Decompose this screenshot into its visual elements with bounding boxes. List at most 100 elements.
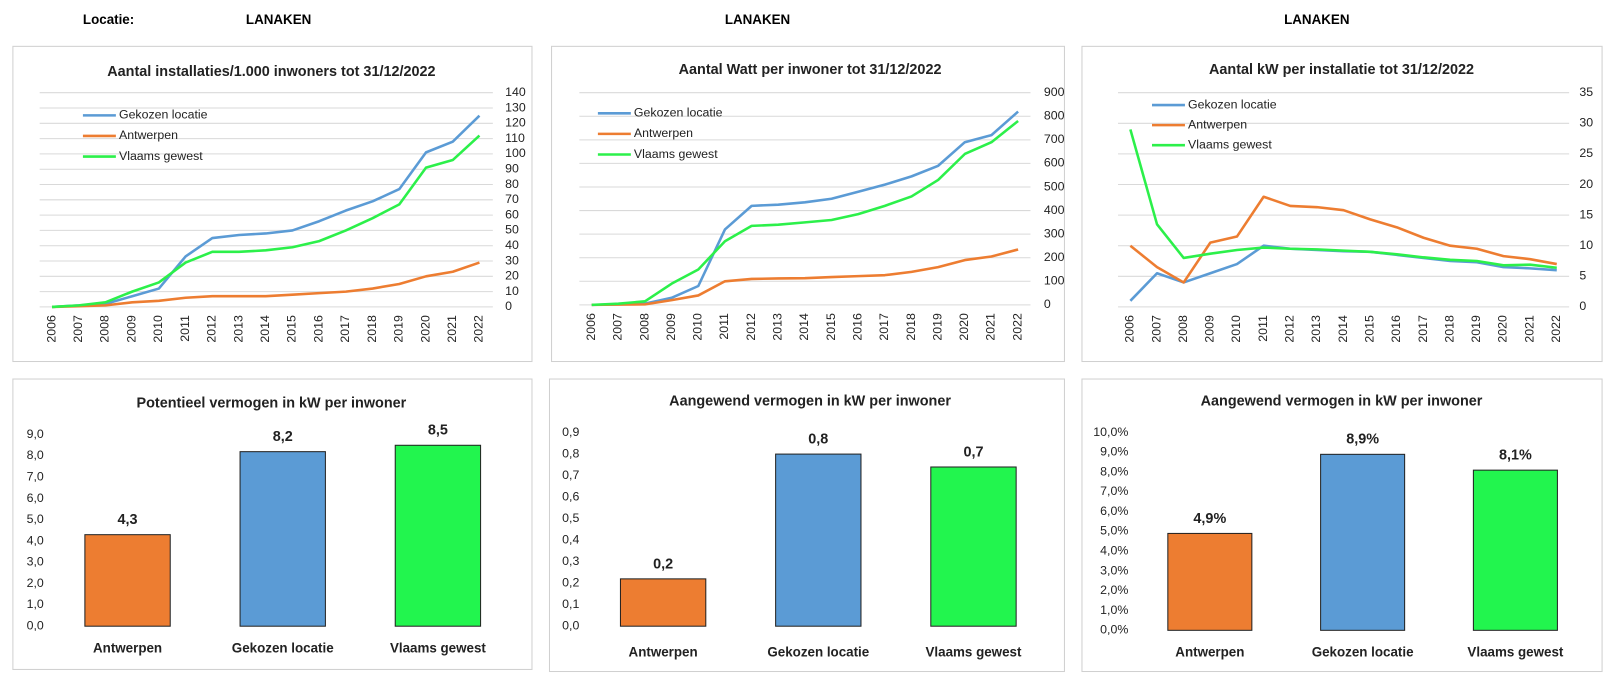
x-tick-label: 2014 (797, 313, 811, 341)
y-tick-label: 6,0% (1100, 504, 1128, 518)
x-tick-label: 2012 (205, 315, 219, 343)
x-tick-label: 2017 (338, 315, 352, 343)
x-tick-label: Vlaams gewest (390, 640, 486, 655)
y-tick-label: 0,9 (562, 425, 579, 439)
x-tick-label: 2022 (1549, 315, 1563, 343)
value-label: 0,8 (808, 431, 828, 447)
bar (1472, 469, 1558, 631)
x-tick-label: 2018 (365, 315, 379, 343)
y-tick-label: 8,0 (27, 448, 44, 462)
y-tick-label: 0,3 (562, 554, 579, 568)
y-tick-label: 25 (1579, 146, 1593, 160)
series-line (51, 114, 481, 309)
location-label: Locatie: (83, 12, 134, 27)
y-tick-label: 3,0% (1100, 563, 1128, 577)
value-label: 8,1% (1499, 448, 1532, 464)
x-tick-label: 2013 (231, 315, 245, 343)
chart-panel (551, 45, 1065, 363)
y-tick-label: 20 (1579, 177, 1593, 191)
bar (1167, 532, 1253, 631)
legend-label: Antwerpen (634, 126, 693, 140)
y-tick-label: 0,0 (562, 618, 579, 632)
y-tick-label: 0 (1579, 299, 1586, 313)
x-tick-label: 2018 (904, 313, 918, 341)
x-tick-label: 2021 (1522, 315, 1536, 343)
x-tick-label: 2019 (930, 313, 944, 341)
value-label: 4,9% (1193, 511, 1226, 527)
x-tick-label: 2015 (285, 315, 299, 343)
y-tick-label: 50 (505, 223, 519, 237)
x-tick-label: 2011 (1256, 315, 1270, 342)
y-tick-label: 0,0% (1100, 623, 1128, 637)
x-tick-label: 2015 (1362, 315, 1376, 343)
series-line (51, 261, 480, 309)
y-tick-label: 5,0 (27, 512, 44, 526)
y-tick-label: 10,0% (1093, 425, 1128, 439)
series-line (1129, 129, 1557, 270)
y-tick-label: 0 (505, 299, 512, 313)
x-tick-label: 2007 (71, 315, 85, 343)
y-tick-label: 0,2 (562, 575, 579, 589)
y-tick-label: 9,0% (1100, 445, 1128, 459)
x-tick-label: 2007 (611, 313, 625, 341)
y-tick-label: 35 (1579, 85, 1593, 99)
series-line (591, 248, 1019, 307)
y-tick-label: 60 (505, 207, 519, 221)
y-tick-label: 1,0 (27, 597, 44, 611)
y-tick-label: 4,0% (1100, 543, 1128, 557)
y-tick-label: 700 (1044, 132, 1065, 146)
legend-label: Antwerpen (119, 128, 178, 142)
y-tick-label: 0,5 (562, 511, 579, 525)
y-tick-label: 0,8 (562, 446, 579, 460)
x-tick-label: 2015 (824, 313, 838, 341)
x-tick-label: 2008 (1176, 315, 1190, 343)
y-tick-label: 30 (505, 253, 519, 267)
series-line (591, 110, 1019, 307)
x-tick-label: 2006 (44, 315, 58, 343)
y-tick-label: 9,0 (27, 427, 44, 441)
legend-label: Vlaams gewest (634, 147, 718, 161)
legend-label: Gekozen locatie (119, 108, 208, 122)
y-tick-label: 600 (1044, 156, 1065, 170)
legend-label: Vlaams gewest (1188, 137, 1272, 151)
y-tick-label: 70 (505, 192, 519, 206)
legend-label: Antwerpen (1188, 117, 1247, 131)
y-tick-label: 120 (505, 116, 526, 130)
bar (394, 444, 482, 627)
bar (84, 534, 171, 627)
y-tick-label: 7,0% (1100, 484, 1128, 498)
x-tick-label: 2006 (584, 313, 598, 341)
x-tick-label: 2016 (1389, 315, 1403, 343)
y-tick-label: 0,7 (562, 468, 579, 482)
y-tick-label: 100 (1044, 274, 1065, 288)
x-tick-label: Antwerpen (629, 645, 698, 660)
bar (619, 578, 707, 627)
x-tick-label: 2017 (877, 313, 891, 341)
x-tick-label: 2012 (1283, 315, 1297, 343)
y-tick-label: 10 (1579, 238, 1593, 252)
y-tick-label: 90 (505, 161, 519, 175)
y-tick-label: 900 (1044, 85, 1065, 99)
value-label: 8,5 (428, 423, 448, 439)
x-tick-label: 2020 (957, 313, 971, 341)
y-tick-label: 6,0 (27, 491, 44, 505)
y-tick-label: 200 (1044, 250, 1065, 264)
y-tick-label: 40 (505, 238, 519, 252)
location-name: LANAKEN (1284, 12, 1349, 27)
x-tick-label: 2006 (1123, 315, 1137, 343)
value-label: 8,9% (1346, 432, 1379, 448)
x-tick-label: 2014 (1336, 315, 1350, 343)
x-tick-label: Vlaams gewest (926, 645, 1022, 660)
y-tick-label: 7,0 (27, 469, 44, 483)
x-tick-label: 2011 (178, 315, 192, 342)
x-tick-label: Vlaams gewest (1467, 645, 1563, 660)
y-tick-label: 2,0% (1100, 583, 1128, 597)
x-tick-label: Gekozen locatie (767, 645, 869, 660)
chart-title: Aangewend vermogen in kW per inwoner (669, 393, 951, 409)
x-tick-label: 2010 (1229, 315, 1243, 343)
chart-title: Aantal installaties/1.000 inwoners tot 3… (107, 64, 435, 80)
x-tick-label: Antwerpen (1175, 645, 1244, 660)
x-tick-label: 2010 (151, 315, 165, 343)
y-tick-label: 110 (505, 131, 525, 145)
